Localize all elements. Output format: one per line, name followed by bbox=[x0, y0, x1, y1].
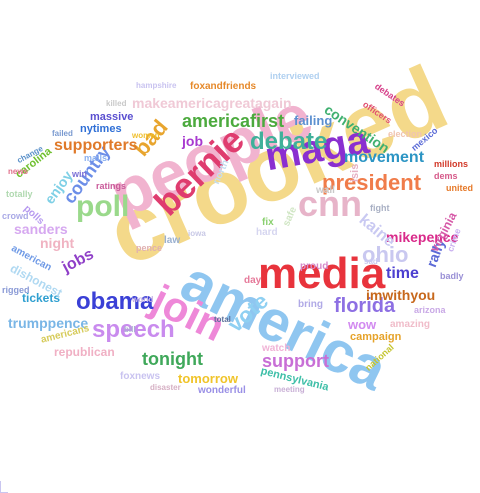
word-tonight: tonight bbox=[142, 349, 203, 369]
word-interviewed: interviewed bbox=[270, 71, 320, 81]
word-tickets: tickets bbox=[22, 291, 61, 305]
word-wall: wall bbox=[316, 185, 335, 196]
word-meeting: meeting bbox=[274, 385, 305, 394]
word-arizona: arizona bbox=[414, 305, 446, 315]
word-night: night bbox=[40, 235, 75, 251]
word-imwithyou: imwithyou bbox=[366, 287, 436, 303]
word-total: total bbox=[214, 315, 231, 324]
word-job: job bbox=[182, 133, 203, 149]
word-obama: obama bbox=[76, 288, 154, 315]
word-campaign: campaign bbox=[350, 331, 402, 343]
word-amazing: amazing bbox=[390, 319, 431, 330]
word-time: time bbox=[386, 265, 419, 282]
word-totally: totally bbox=[6, 189, 33, 199]
word-sad: sad bbox=[364, 257, 378, 266]
word-iowa: iowa bbox=[188, 229, 206, 238]
word-bill: bill bbox=[124, 325, 136, 334]
word-massive: massive bbox=[90, 111, 134, 123]
word-poll: poll bbox=[76, 190, 130, 223]
word-supporters: supporters bbox=[54, 137, 138, 154]
word-sanders: sanders bbox=[14, 221, 68, 237]
word-cnn: cnn bbox=[298, 183, 363, 224]
word-dems: dems bbox=[434, 171, 458, 181]
word-hampshire: hampshire bbox=[136, 81, 177, 90]
corner-mark bbox=[0, 481, 8, 493]
word-mikepence: mikepence bbox=[386, 229, 459, 245]
word-media: media bbox=[258, 249, 386, 298]
word-win: win bbox=[72, 169, 87, 179]
word-tomorrow: tomorrow bbox=[178, 371, 238, 386]
word-news: news bbox=[8, 167, 29, 176]
word-fix: fix bbox=[262, 217, 274, 228]
word-trumppence: trumppence bbox=[8, 315, 89, 331]
word-wonderful: wonderful bbox=[198, 385, 246, 396]
word-law: law bbox=[164, 235, 181, 246]
word-movement: movement bbox=[344, 149, 425, 166]
word-republican: republican bbox=[54, 345, 115, 359]
word-speech: speech bbox=[92, 316, 175, 343]
word-pence: pence bbox=[136, 243, 163, 253]
word-failed: failed bbox=[52, 129, 73, 138]
word-foxandfriends: foxandfriends bbox=[190, 81, 257, 92]
word-killed: killed bbox=[106, 99, 127, 108]
word-world: world bbox=[132, 295, 154, 304]
word-support: support bbox=[262, 351, 329, 371]
word-watch: watch bbox=[262, 343, 291, 354]
word-ohio: ohio bbox=[362, 242, 409, 267]
word-fight: fight bbox=[370, 203, 390, 213]
word-hard: hard bbox=[256, 227, 278, 238]
word-makeamericagreatagain: makeamericagreatagain bbox=[132, 95, 292, 111]
word-nytimes: nytimes bbox=[80, 123, 122, 135]
word-wow: wow bbox=[348, 317, 377, 332]
word-foxnews: foxnews bbox=[120, 371, 161, 382]
word-day: day bbox=[244, 275, 262, 286]
word-florida: florida bbox=[334, 295, 396, 317]
word-women: women bbox=[132, 131, 160, 140]
word-failing: failing bbox=[294, 113, 333, 128]
word-president: president bbox=[322, 170, 422, 195]
word-isis: isis bbox=[349, 163, 361, 182]
word-proud: proud bbox=[300, 261, 329, 272]
word-ratings: ratings bbox=[96, 181, 127, 191]
word-rigged: rigged bbox=[2, 285, 30, 295]
word-mails: mails bbox=[84, 153, 108, 163]
word-crowd: crowd bbox=[2, 211, 29, 221]
word-millions: millions bbox=[434, 159, 469, 169]
word-disaster: disaster bbox=[150, 383, 181, 392]
word-united: united bbox=[446, 183, 473, 193]
word-americafirst: americafirst bbox=[182, 111, 285, 131]
word-election: election bbox=[388, 129, 423, 139]
word-badly: badly bbox=[440, 271, 464, 281]
word-bring: bring bbox=[298, 299, 323, 310]
word-debate: debate bbox=[250, 128, 328, 155]
